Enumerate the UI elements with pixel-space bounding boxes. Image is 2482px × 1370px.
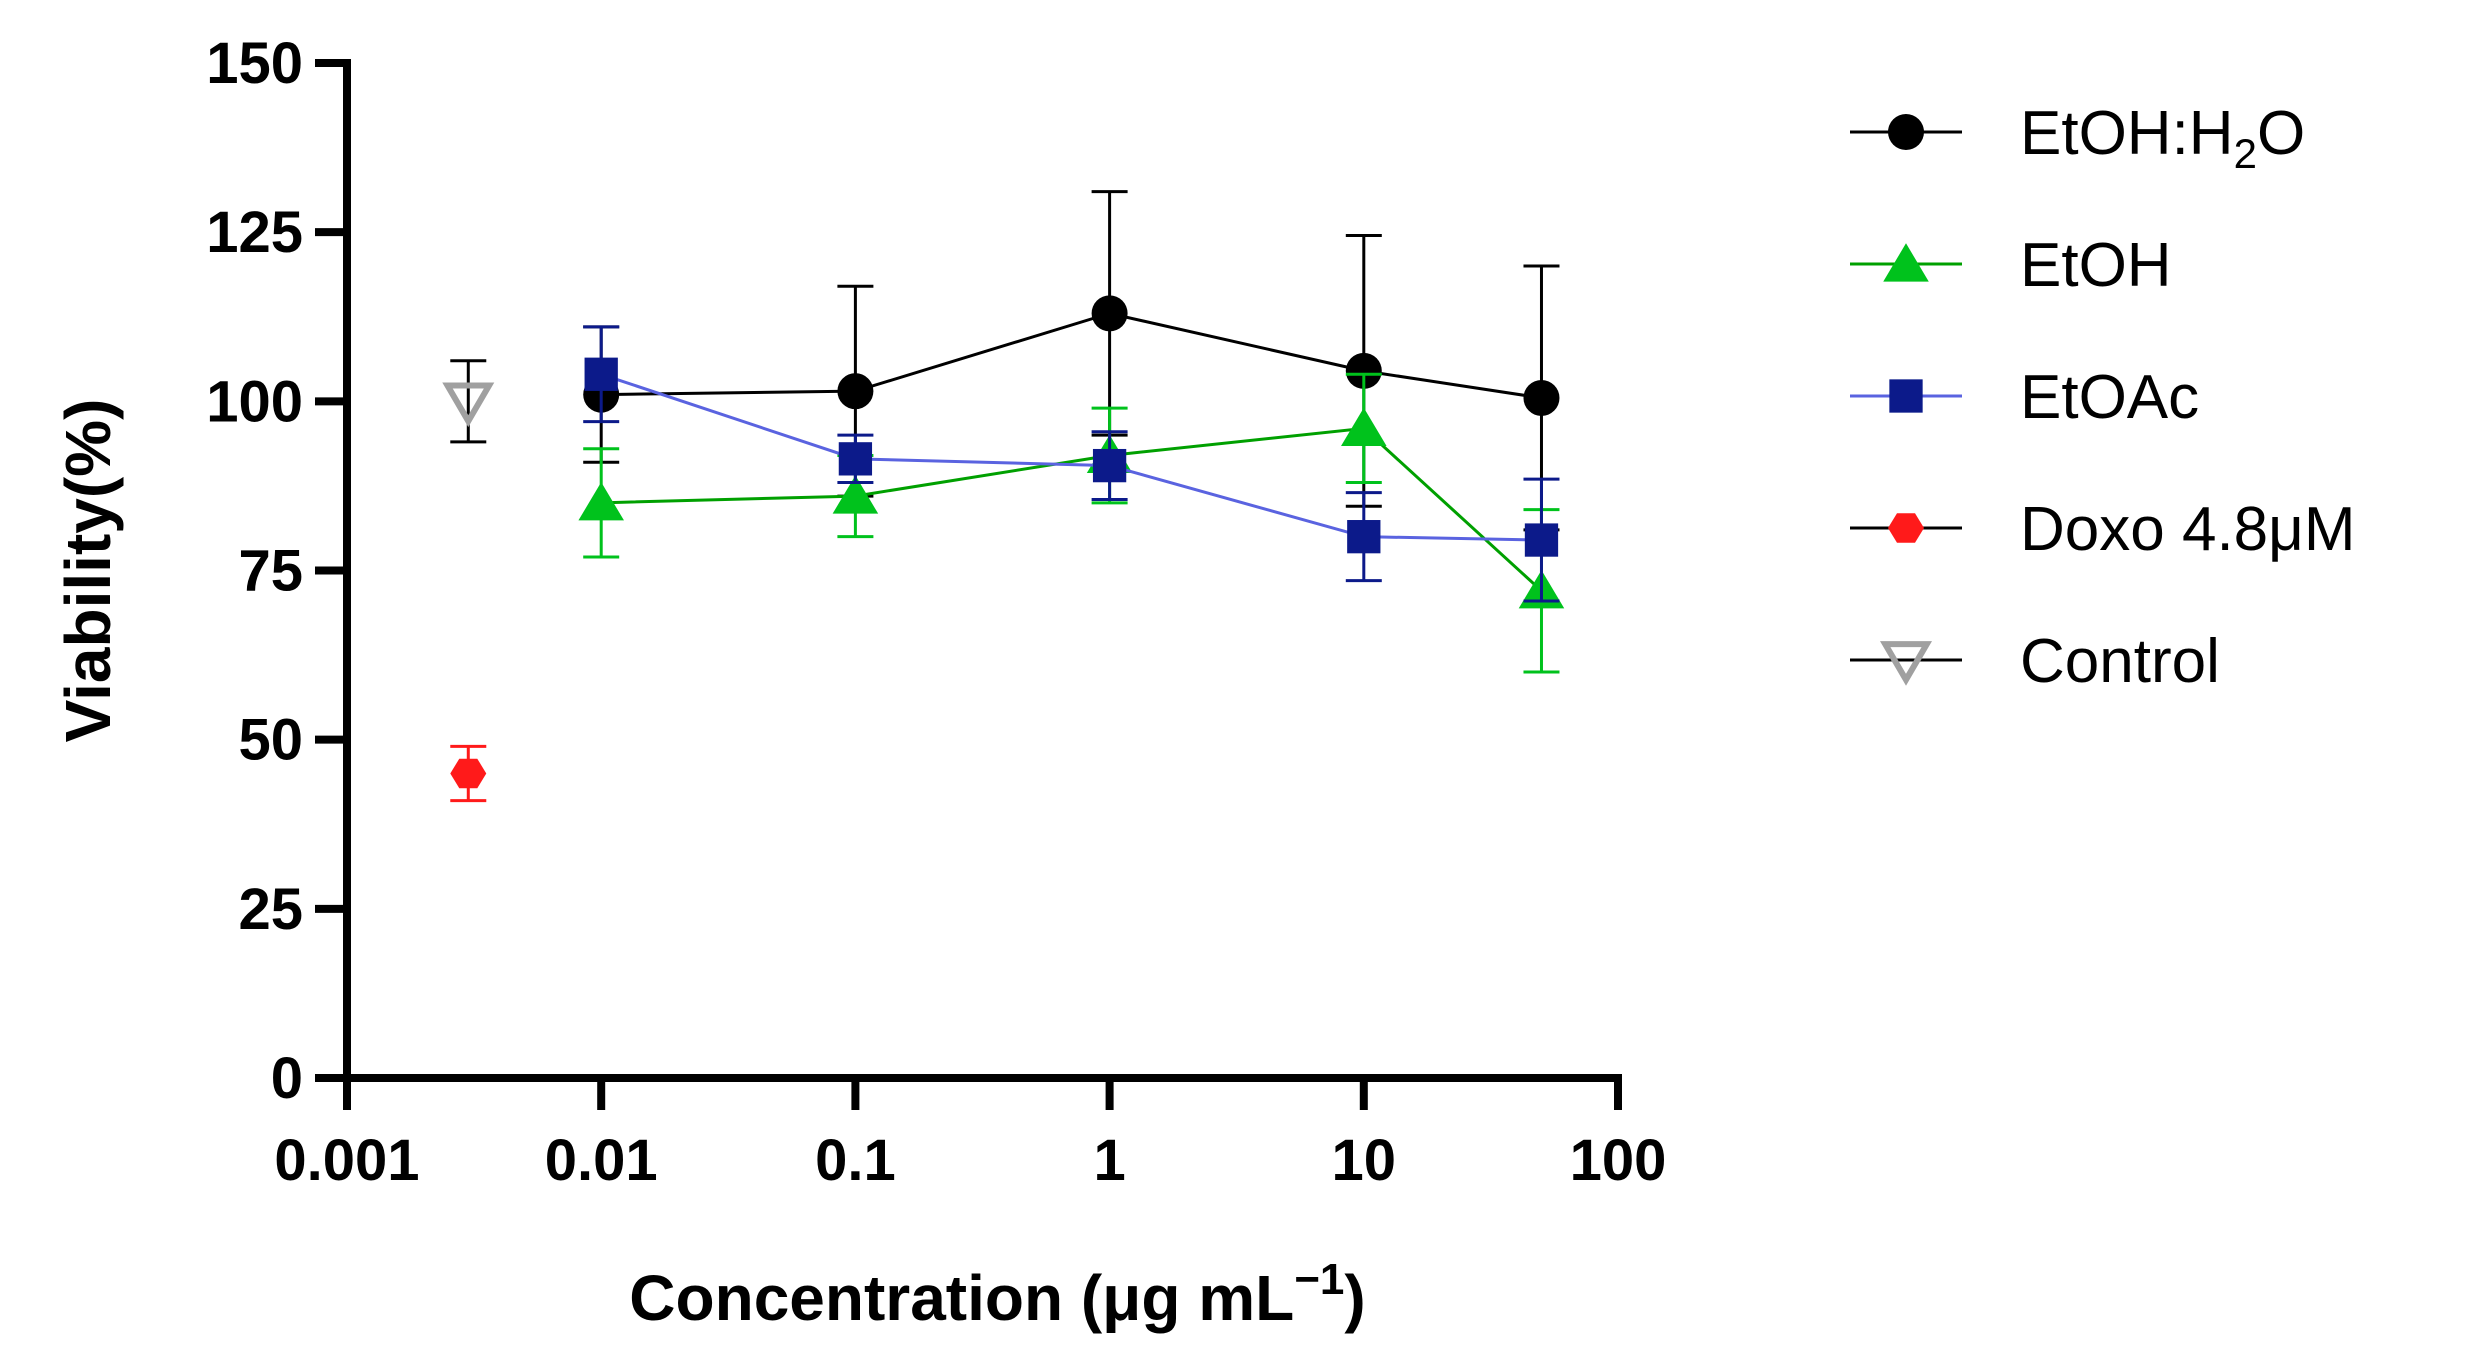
series-etoh-h2o (583, 190, 1560, 532)
y-tick-label: 75 (238, 539, 303, 604)
legend-label: EtOAc (2020, 363, 2199, 432)
legend-entry: Doxo 4.8μM (1850, 495, 2356, 564)
legend-entry: EtOH (1850, 231, 2172, 300)
y-tick-label: 25 (238, 877, 303, 942)
x-tick-label: 1 (1093, 1128, 1125, 1193)
series-line (601, 426, 1543, 592)
data-point (1345, 352, 1382, 389)
legend-label: Doxo 4.8μM (2020, 495, 2356, 564)
data-point (838, 442, 873, 476)
x-tick-label: 0.01 (545, 1128, 658, 1193)
legend-entry: Control (1850, 627, 2220, 696)
y-axis-title: Viability(%) (52, 399, 124, 743)
legend-marker (1883, 243, 1929, 282)
series-etoac (583, 325, 1560, 603)
legend-label: EtOH (2020, 231, 2172, 300)
plot-area (442, 190, 1565, 803)
y-tick-label: 0 (271, 1046, 303, 1111)
data-point (1524, 523, 1559, 557)
data-point (837, 373, 874, 410)
data-point (1523, 379, 1560, 416)
x-tick-label: 100 (1570, 1128, 1667, 1193)
legend-entry: EtOH:H2O (1850, 99, 2305, 177)
data-point (1341, 407, 1387, 446)
y-tick-label: 50 (238, 708, 303, 773)
legend-marker (1879, 641, 1933, 686)
x-tick-label: 10 (1332, 1128, 1397, 1193)
legend: EtOH:H2O EtOH EtOAc Doxo 4.8μM Control (1850, 99, 2356, 696)
series-control (442, 359, 495, 444)
data-point (578, 482, 624, 521)
data-point (1091, 295, 1128, 332)
axis-titles: Concentration (μg mL−1) Viability(%) (52, 399, 1366, 1334)
legend-label: Control (2020, 627, 2220, 696)
y-tick-label: 100 (206, 369, 303, 434)
x-axis-title: Concentration (μg mL−1) (629, 1255, 1365, 1334)
data-point (450, 758, 487, 789)
legend-marker (1889, 379, 1923, 413)
series-etoh (578, 372, 1565, 674)
series-line (601, 311, 1542, 400)
axes: 0 25 50 75 100 125 150 0.001 0.01 0.1 1 10 100 (206, 31, 1666, 1193)
y-tick-label: 150 (206, 31, 303, 96)
data-point (442, 382, 495, 428)
data-point (1092, 448, 1127, 483)
y-tick-label: 125 (206, 200, 303, 265)
data-point (1347, 520, 1381, 554)
x-tick-label: 0.001 (274, 1128, 419, 1193)
data-point (584, 357, 618, 391)
legend-marker (1888, 513, 1924, 543)
series-line (600, 372, 1542, 542)
legend-marker (1888, 114, 1924, 150)
data-point (832, 475, 879, 514)
legend-entry: EtOAc (1850, 363, 2199, 432)
legend-label: EtOH:H2O (2020, 99, 2305, 177)
series-doxo-4-8-m (450, 744, 487, 803)
x-tick-label: 0.1 (815, 1128, 896, 1193)
